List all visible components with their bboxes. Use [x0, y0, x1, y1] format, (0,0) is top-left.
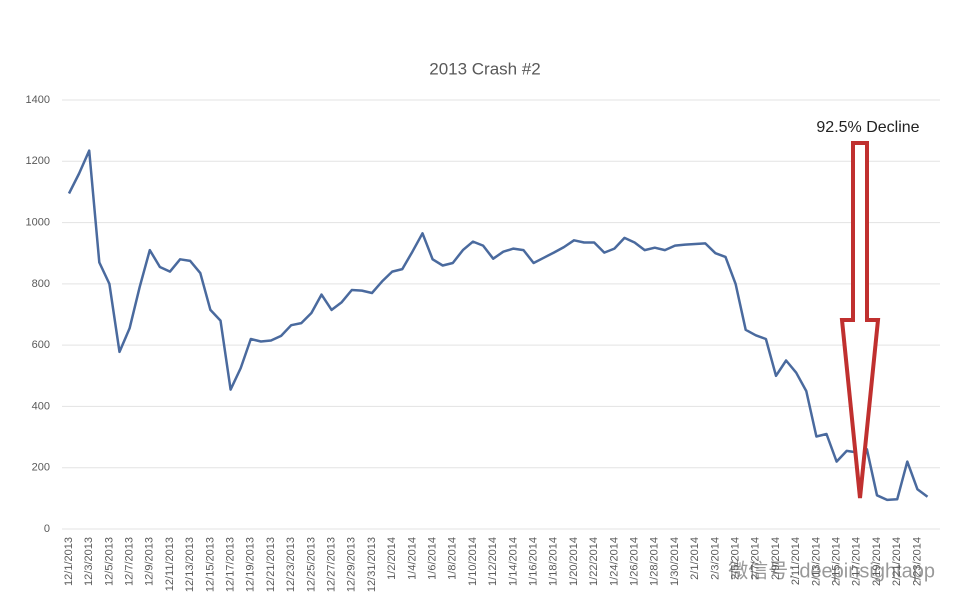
x-tick-label: 1/22/2014: [588, 537, 600, 586]
x-tick-label: 2/7/2014: [750, 537, 762, 580]
x-tick-label: 1/8/2014: [447, 537, 459, 580]
x-tick-label: 2/9/2014: [770, 537, 782, 580]
x-tick-label: 2/23/2014: [911, 537, 923, 586]
x-tick-label: 12/15/2013: [204, 537, 216, 592]
x-tick-label: 1/26/2014: [629, 537, 641, 586]
x-tick-label: 2/21/2014: [891, 537, 903, 586]
x-tick-label: 1/2/2014: [386, 537, 398, 580]
y-tick-label: 1000: [26, 216, 50, 228]
x-tick-label: 12/3/2013: [83, 537, 95, 586]
x-tick-label: 12/5/2013: [103, 537, 115, 586]
x-tick-label: 1/14/2014: [507, 537, 519, 586]
x-tick-label: 12/7/2013: [124, 537, 136, 586]
x-tick-label: 12/23/2013: [285, 537, 297, 592]
x-tick-label: 2/15/2014: [831, 537, 843, 586]
y-tick-label: 600: [32, 339, 50, 351]
x-tick-label: 1/6/2014: [427, 537, 439, 580]
x-tick-label: 12/27/2013: [326, 537, 338, 592]
x-tick-label: 1/24/2014: [608, 537, 620, 586]
decline-arrow: [839, 141, 881, 499]
x-tick-label: 12/21/2013: [265, 537, 277, 592]
y-tick-label: 1400: [26, 94, 50, 106]
x-tick-label: 2/17/2014: [851, 537, 863, 586]
x-tick-label: 1/18/2014: [548, 537, 560, 586]
x-tick-label: 1/16/2014: [528, 537, 540, 586]
x-tick-label: 2/11/2014: [790, 537, 802, 585]
chart-title: 2013 Crash #2: [429, 59, 541, 78]
x-tick-label: 2/1/2014: [689, 537, 701, 580]
x-tick-label: 2/3/2014: [709, 537, 721, 580]
x-tick-label: 12/19/2013: [245, 537, 257, 592]
x-tick-label: 1/28/2014: [649, 537, 661, 586]
y-tick-label: 1200: [26, 155, 50, 167]
x-tick-label: 1/30/2014: [669, 537, 681, 586]
x-tick-label: 12/11/2013: [164, 537, 176, 591]
x-tick-label: 1/20/2014: [568, 537, 580, 586]
y-tick-label: 200: [32, 462, 50, 474]
y-tick-label: 400: [32, 400, 50, 412]
x-tick-label: 12/1/2013: [63, 537, 75, 586]
x-tick-label: 1/4/2014: [406, 537, 418, 580]
x-tick-label: 12/29/2013: [346, 537, 358, 592]
data-line: [67, 149, 929, 502]
x-tick-label: 12/17/2013: [225, 537, 237, 592]
x-tick-label: 12/31/2013: [366, 537, 378, 592]
annotation: 92.5% Decline: [816, 119, 919, 136]
x-tick-label: 1/10/2014: [467, 537, 479, 586]
x-tick-label: 12/13/2013: [184, 537, 196, 592]
x-tick-label: 12/25/2013: [305, 537, 317, 592]
y-tick-label: 0: [44, 523, 50, 535]
x-tick-label: 12/9/2013: [144, 537, 156, 586]
x-tick-label: 1/12/2014: [487, 537, 499, 586]
x-tick-label: 2/5/2014: [730, 537, 742, 580]
x-tick-label: 2/19/2014: [871, 537, 883, 586]
y-tick-label: 800: [32, 278, 50, 290]
x-tick-label: 2/13/2014: [810, 537, 822, 586]
watermark: 微信号: deepinsightapp: [728, 559, 935, 582]
